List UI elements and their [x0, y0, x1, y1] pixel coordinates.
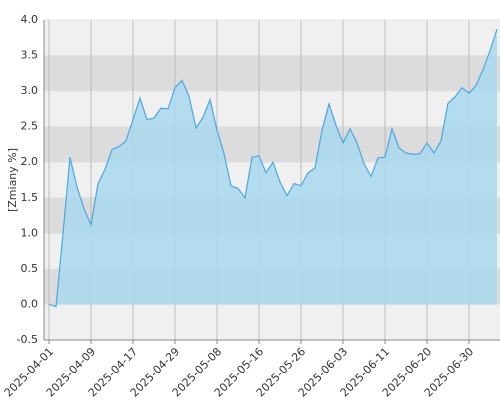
y-tick-label: -0.5: [17, 333, 38, 346]
y-tick-label: 0.0: [21, 297, 39, 310]
y-tick-label: 0.5: [21, 262, 39, 275]
y-tick-label: 2.0: [21, 155, 39, 168]
y-tick-label: 1.0: [21, 226, 39, 239]
y-tick-label: 3.0: [21, 84, 39, 97]
area: [49, 29, 497, 307]
y-tick-label: 2.5: [21, 120, 39, 133]
grid-band: [44, 55, 500, 92]
y-tick-label: 4.0: [21, 13, 39, 26]
y-axis-label: [Zmiany %]: [6, 148, 19, 212]
y-tick-label: 3.5: [21, 49, 39, 62]
y-tick-label: 1.5: [21, 191, 39, 204]
line: [48, 29, 498, 308]
